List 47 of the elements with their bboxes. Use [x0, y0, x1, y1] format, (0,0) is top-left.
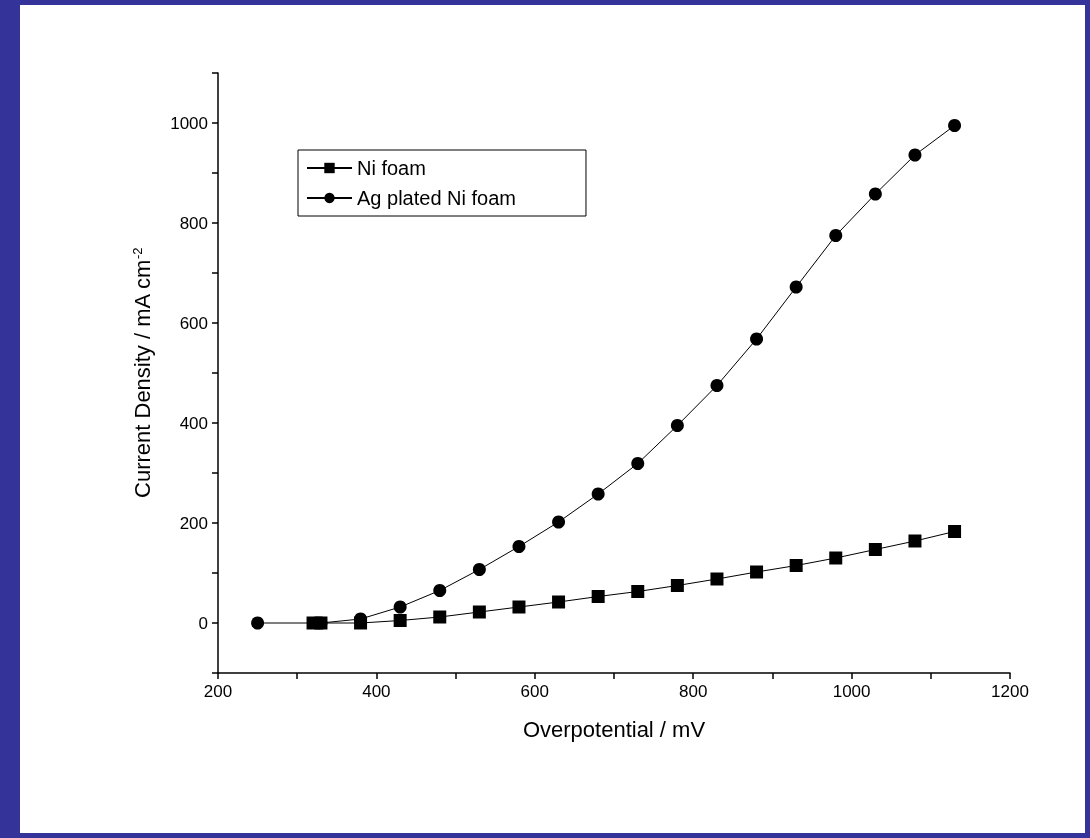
- x-tick-label: 1000: [832, 682, 871, 701]
- point: [472, 563, 486, 576]
- point: [750, 332, 764, 346]
- point: [789, 559, 803, 572]
- point: [393, 614, 407, 627]
- point: [512, 540, 526, 553]
- point: [591, 590, 605, 603]
- point: [591, 487, 605, 501]
- point: [631, 585, 645, 598]
- x-axis-title: Overpotential / mV: [522, 716, 706, 742]
- point: [750, 565, 764, 579]
- point: [868, 187, 882, 201]
- point: [829, 551, 843, 565]
- point: [472, 605, 486, 619]
- x-tick-label: 600: [520, 682, 549, 701]
- point: [512, 600, 526, 614]
- point: [710, 379, 724, 392]
- y-tick-label: 800: [179, 213, 208, 233]
- point: [829, 229, 843, 242]
- y-axis-title: Current Density / mA cm-2: [129, 247, 155, 498]
- x-tick-label: 800: [679, 682, 708, 701]
- y-tick-label: 1000: [170, 113, 208, 133]
- point: [552, 595, 566, 609]
- legend-label: Ag plated Ni foam: [357, 187, 516, 209]
- point: [393, 600, 407, 614]
- point: [631, 457, 645, 470]
- legend-label: Ni foam: [357, 157, 426, 179]
- x-tick-label: 200: [203, 682, 233, 701]
- x-tick-label: 1200: [991, 682, 1029, 701]
- point: [552, 515, 566, 529]
- point: [670, 419, 684, 432]
- point: [670, 579, 684, 592]
- point: [908, 148, 922, 162]
- point: [251, 616, 265, 630]
- point: [433, 584, 447, 597]
- point: [948, 525, 962, 538]
- y-tick-label: 600: [179, 313, 208, 333]
- point: [868, 543, 882, 556]
- point: [908, 534, 922, 548]
- y-tick-label: 0: [198, 613, 208, 633]
- point: [433, 610, 447, 624]
- point: [710, 572, 724, 586]
- point: [789, 280, 803, 294]
- x-tick-label: 400: [362, 682, 391, 701]
- point: [948, 119, 962, 132]
- y-tick-label: 200: [179, 513, 208, 533]
- y-tick-label: 400: [179, 413, 208, 433]
